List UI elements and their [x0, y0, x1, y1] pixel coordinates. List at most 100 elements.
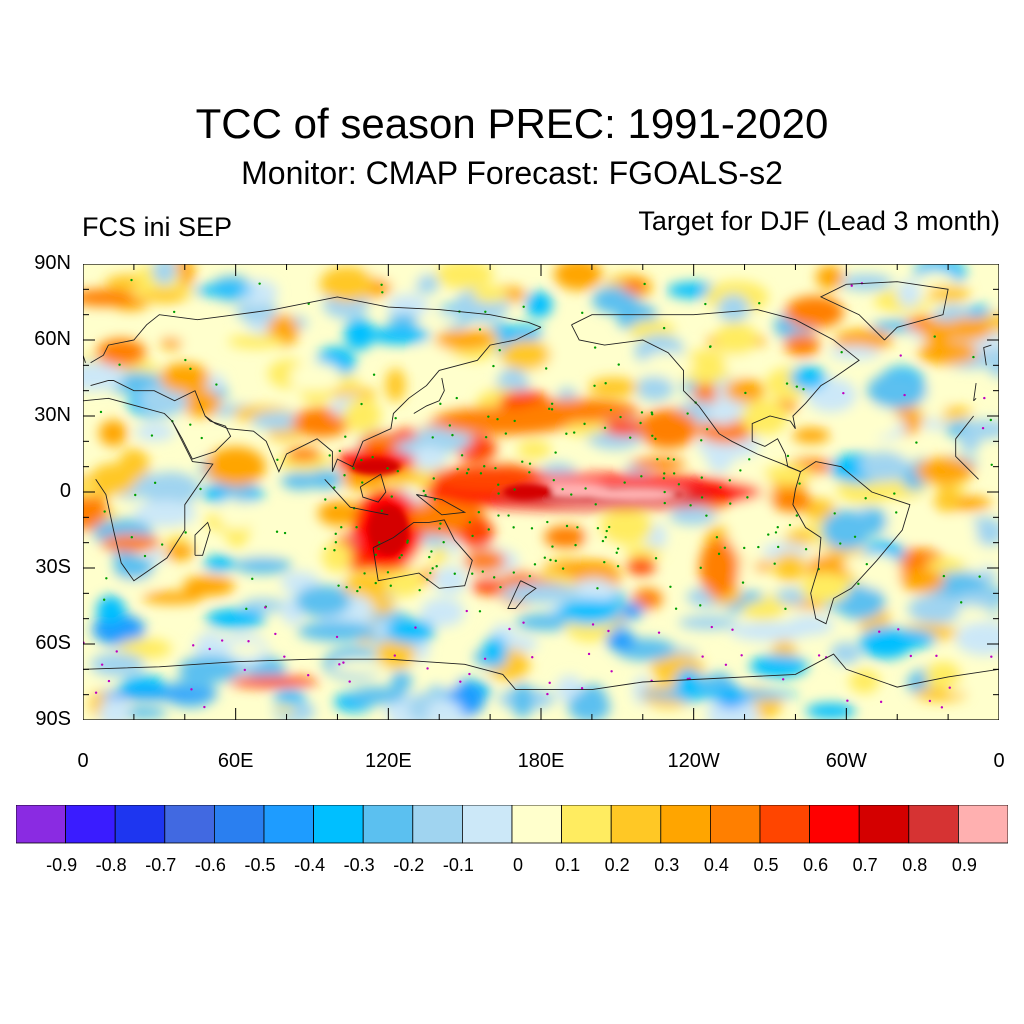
significance-dot: [345, 585, 348, 589]
field-blob: [956, 591, 999, 606]
significance-dot: [189, 367, 192, 371]
colorbar-label: -0.3: [343, 855, 375, 875]
significance-dot: [283, 655, 286, 658]
field-feature: [159, 363, 210, 393]
significance-dot: [497, 514, 500, 517]
field-blob: [599, 509, 653, 545]
map-plot: [83, 264, 999, 720]
significance-dot: [333, 549, 336, 552]
significance-dot: [857, 582, 860, 586]
significance-dot: [657, 631, 661, 634]
significance-dot: [528, 471, 531, 474]
significance-dot: [99, 410, 103, 414]
significance-dot: [729, 502, 732, 505]
significance-dot: [406, 539, 409, 542]
significance-dot: [393, 654, 397, 657]
field-blob: [741, 398, 788, 435]
field-blob: [800, 572, 850, 604]
field-blob: [741, 600, 785, 621]
field-blob: [343, 397, 382, 433]
field-blob: [625, 545, 664, 560]
significance-dot: [203, 705, 206, 709]
field-blob: [915, 457, 975, 485]
significance-dot: [358, 586, 362, 589]
field-blob: [267, 427, 303, 441]
field-blob: [435, 264, 494, 290]
coastline: [507, 580, 537, 609]
significance-dot: [208, 647, 211, 651]
significance-dot: [432, 477, 435, 480]
field-feature: [409, 499, 470, 536]
significance-dot: [817, 654, 821, 657]
significance-dot: [593, 384, 596, 387]
significance-dot: [686, 412, 689, 415]
field-blob: [784, 296, 844, 329]
colorbar-swatch: [908, 805, 959, 844]
field-blob: [605, 629, 636, 651]
field-feature: [638, 408, 699, 449]
significance-dot: [604, 536, 607, 539]
significance-dot: [662, 477, 666, 480]
significance-dot: [723, 546, 727, 549]
field-blob: [544, 525, 587, 549]
field-blob: [118, 638, 172, 659]
significance-dot: [307, 673, 310, 677]
significance-dot: [728, 479, 731, 482]
field-core: [544, 487, 615, 497]
significance-dot: [776, 545, 780, 549]
significance-dot: [130, 536, 134, 539]
significance-dot: [990, 463, 993, 466]
field-blob: [924, 661, 962, 690]
significance-dot: [247, 640, 250, 643]
coastline: [324, 478, 389, 516]
significance-dot: [492, 576, 496, 579]
significance-dot: [629, 436, 632, 439]
colorbar-swatch: [710, 805, 761, 844]
field-blob: [620, 602, 644, 619]
field-blob: [163, 316, 210, 341]
field-blob: [642, 352, 694, 378]
significance-dot: [804, 547, 808, 551]
field-blob: [630, 457, 686, 471]
field-blob: [773, 552, 807, 582]
significance-dot: [615, 551, 618, 554]
significance-dot: [547, 407, 551, 411]
significance-dot: [492, 364, 495, 368]
colorbar-label: -0.1: [442, 855, 474, 875]
significance-dot: [508, 627, 511, 631]
significance-dot: [584, 487, 587, 490]
field-blob: [90, 652, 145, 677]
significance-dot: [897, 628, 900, 631]
significance-dot: [465, 609, 468, 613]
significance-dot: [442, 540, 445, 544]
field-blob: [557, 598, 621, 625]
significance-dot: [583, 422, 586, 426]
field-feature: [790, 366, 827, 390]
significance-dot: [546, 520, 549, 524]
field-blob: [319, 266, 375, 302]
field-feature: [900, 568, 945, 593]
field-feature: [821, 510, 872, 550]
field-blob: [152, 264, 177, 285]
colorbar-label: -0.8: [95, 855, 127, 875]
field-blob: [920, 384, 948, 421]
significance-dot: [103, 510, 106, 513]
coastline: [372, 519, 473, 589]
significance-dot: [989, 418, 993, 422]
field-blob: [385, 368, 406, 402]
significance-dot: [543, 556, 547, 559]
significance-dot: [601, 539, 605, 543]
coastline: [90, 296, 977, 401]
field-blob: [878, 511, 927, 536]
significance-dot: [484, 310, 487, 313]
significance-dot: [758, 302, 761, 305]
significance-dot: [342, 661, 345, 664]
field-blob: [842, 406, 900, 438]
colorbar-swatch: [213, 805, 265, 844]
significance-dot: [390, 495, 393, 498]
field-blob: [295, 585, 351, 618]
field-blob: [181, 388, 221, 418]
significance-dot: [439, 402, 442, 406]
field-feature: [205, 608, 266, 629]
significance-dot: [662, 326, 666, 330]
